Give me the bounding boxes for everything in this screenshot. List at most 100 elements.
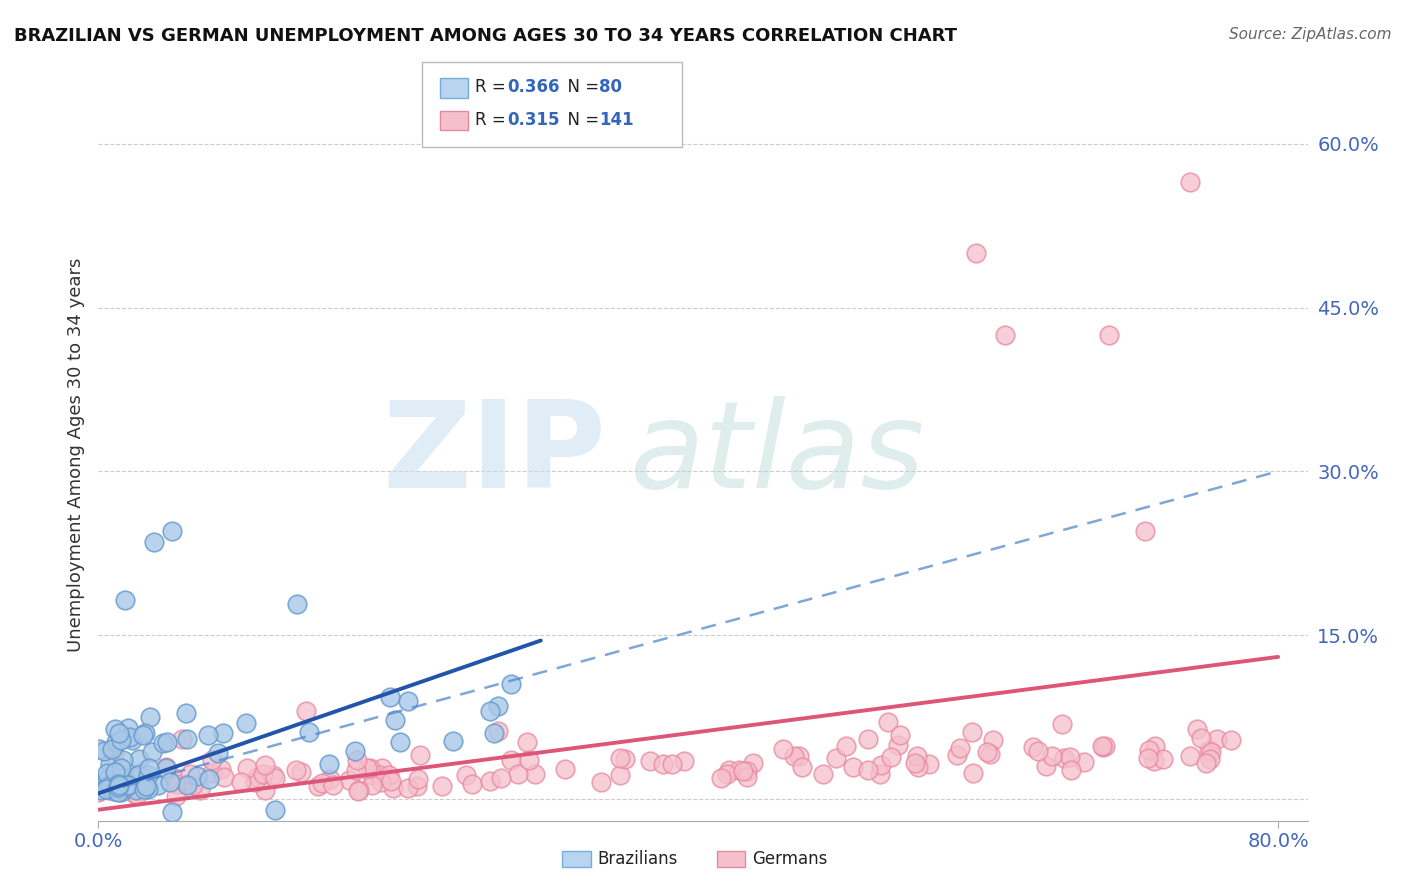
Point bbox=[138, 710, 160, 724]
Point bbox=[127, 768, 149, 782]
Point bbox=[1059, 749, 1081, 764]
Point bbox=[104, 722, 127, 736]
Point bbox=[98, 783, 121, 797]
Point bbox=[235, 716, 257, 731]
Point bbox=[454, 768, 477, 782]
Point bbox=[294, 704, 316, 718]
Point bbox=[1022, 739, 1045, 754]
Point bbox=[876, 715, 898, 730]
Point bbox=[107, 780, 129, 794]
Point bbox=[176, 778, 198, 792]
Point bbox=[1136, 751, 1159, 765]
Point bbox=[318, 757, 340, 772]
Point bbox=[486, 698, 509, 713]
Point bbox=[114, 780, 136, 794]
Point bbox=[1187, 723, 1209, 737]
Point bbox=[114, 774, 136, 789]
Point bbox=[523, 767, 546, 781]
Point bbox=[166, 777, 188, 791]
Point bbox=[108, 781, 131, 796]
Point bbox=[396, 693, 419, 707]
Point bbox=[94, 782, 117, 797]
Point bbox=[856, 731, 879, 746]
Point bbox=[869, 767, 891, 781]
Point bbox=[907, 760, 929, 774]
Point bbox=[344, 764, 367, 778]
Point bbox=[110, 761, 132, 775]
Point bbox=[103, 747, 125, 762]
Point bbox=[371, 761, 394, 775]
Point bbox=[143, 535, 166, 549]
Point bbox=[136, 768, 159, 782]
Point bbox=[651, 756, 673, 771]
Point bbox=[378, 690, 401, 704]
Point bbox=[346, 754, 368, 768]
Point bbox=[134, 726, 156, 740]
Point bbox=[235, 761, 257, 775]
Text: 0.366: 0.366 bbox=[508, 78, 560, 96]
Point bbox=[1052, 717, 1074, 731]
Point bbox=[842, 759, 865, 773]
Point bbox=[591, 775, 613, 789]
Point bbox=[1195, 756, 1218, 770]
Point bbox=[368, 767, 391, 781]
Point bbox=[979, 747, 1001, 762]
Point bbox=[156, 735, 179, 749]
Text: R =: R = bbox=[475, 111, 512, 128]
Point bbox=[347, 783, 370, 797]
Point bbox=[478, 774, 501, 789]
Point bbox=[976, 745, 998, 759]
Point bbox=[737, 771, 759, 785]
Point bbox=[112, 753, 135, 767]
Point bbox=[117, 722, 139, 736]
Point bbox=[661, 756, 683, 771]
Point bbox=[89, 741, 111, 756]
Point bbox=[132, 782, 155, 797]
Point bbox=[209, 762, 232, 776]
Point bbox=[1198, 743, 1220, 757]
Point bbox=[344, 744, 367, 758]
Point bbox=[287, 598, 309, 612]
Point bbox=[727, 763, 749, 777]
Point bbox=[640, 754, 662, 768]
Point bbox=[118, 730, 141, 744]
Text: 141: 141 bbox=[599, 111, 634, 128]
Point bbox=[981, 733, 1004, 747]
Point bbox=[162, 770, 184, 784]
Point bbox=[176, 732, 198, 747]
Point bbox=[246, 770, 269, 784]
Point bbox=[197, 728, 219, 742]
Point bbox=[1091, 739, 1114, 753]
Point bbox=[441, 734, 464, 748]
Point bbox=[136, 781, 159, 796]
Point bbox=[501, 677, 523, 691]
Point bbox=[311, 776, 333, 790]
Point bbox=[262, 767, 284, 781]
Point bbox=[97, 778, 120, 792]
Point bbox=[111, 775, 134, 789]
Point bbox=[90, 783, 112, 797]
Point bbox=[201, 765, 224, 780]
Text: BRAZILIAN VS GERMAN UNEMPLOYMENT AMONG AGES 30 TO 34 YEARS CORRELATION CHART: BRAZILIAN VS GERMAN UNEMPLOYMENT AMONG A… bbox=[14, 27, 957, 45]
Point bbox=[101, 742, 124, 756]
Point bbox=[298, 724, 321, 739]
Point bbox=[155, 761, 177, 775]
Point bbox=[508, 767, 530, 781]
Point bbox=[1094, 739, 1116, 753]
Point bbox=[107, 726, 129, 740]
Point bbox=[962, 724, 984, 739]
Point bbox=[172, 731, 194, 746]
Point bbox=[254, 783, 277, 797]
Point bbox=[319, 772, 342, 786]
Point bbox=[406, 772, 429, 786]
Point bbox=[110, 732, 132, 747]
Point bbox=[107, 785, 129, 799]
Point bbox=[479, 704, 502, 718]
Point bbox=[905, 749, 928, 764]
Point bbox=[887, 739, 910, 753]
Point bbox=[105, 772, 128, 787]
Point bbox=[252, 766, 274, 780]
Point bbox=[1206, 731, 1229, 746]
Point bbox=[104, 735, 127, 749]
Point bbox=[1189, 731, 1212, 745]
